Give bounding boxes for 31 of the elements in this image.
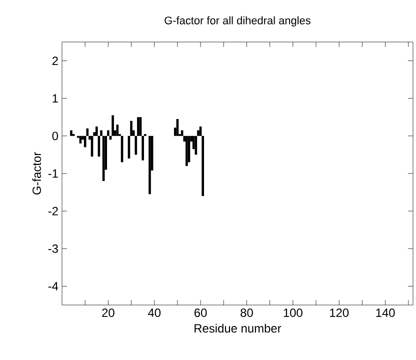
x-tick-label: 140: [376, 308, 395, 317]
bar: [112, 115, 114, 136]
y-axis-title: G-factor: [32, 152, 42, 194]
bar: [197, 130, 200, 136]
x-tick-label: 80: [240, 308, 253, 317]
y-tick-label: 2: [52, 56, 58, 65]
x-tick-label: 60: [194, 308, 207, 317]
x-tick-label: 20: [102, 308, 114, 317]
bar: [202, 136, 204, 196]
y-tick-label: -1: [48, 169, 58, 178]
x-axis-title: Residue number: [194, 324, 282, 333]
bar: [95, 126, 98, 136]
bar: [148, 136, 151, 194]
y-tick-label: -2: [48, 206, 58, 216]
chart-title: G-factor for all dihedral angles: [164, 16, 310, 26]
bar: [107, 130, 110, 136]
bar: [100, 130, 102, 136]
bar: [70, 130, 72, 136]
y-tick-label: -4: [48, 282, 58, 290]
y-tick-label: 0: [52, 132, 58, 140]
bar: [186, 136, 188, 166]
y-tick-label: -3: [48, 244, 58, 253]
bar: [130, 120, 132, 136]
x-tick-label: 40: [148, 308, 161, 317]
bar: [137, 117, 140, 136]
x-tick-label: 120: [330, 308, 349, 317]
bar: [142, 136, 144, 160]
bar: [134, 136, 138, 155]
x-tick-label: 100: [284, 308, 302, 317]
bar: [86, 128, 89, 136]
y-tick-label: 1: [52, 94, 58, 102]
